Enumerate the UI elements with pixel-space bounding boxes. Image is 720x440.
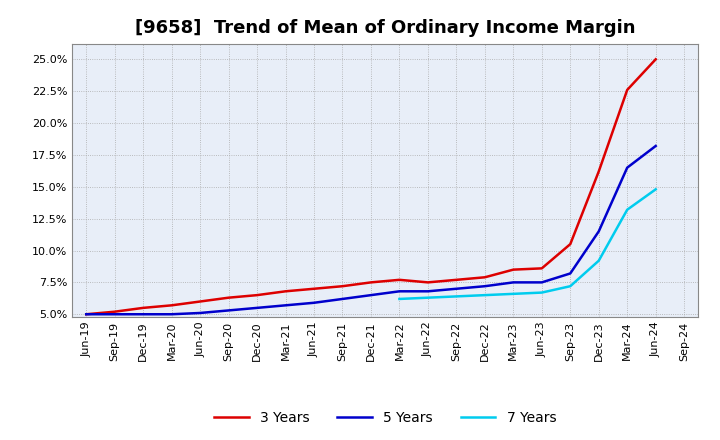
5 Years: [366, 293, 375, 298]
5 Years: [282, 303, 290, 308]
7 Years: [395, 296, 404, 301]
3 Years: [282, 289, 290, 294]
3 Years: [310, 286, 318, 291]
Line: 5 Years: 5 Years: [86, 146, 656, 314]
5 Years: [395, 289, 404, 294]
3 Years: [395, 277, 404, 282]
7 Years: [509, 291, 518, 297]
5 Years: [509, 280, 518, 285]
5 Years: [566, 271, 575, 276]
7 Years: [452, 294, 461, 299]
Legend: 3 Years, 5 Years, 7 Years: 3 Years, 5 Years, 7 Years: [209, 406, 562, 431]
5 Years: [225, 308, 233, 313]
5 Years: [652, 143, 660, 149]
3 Years: [253, 293, 261, 298]
5 Years: [452, 286, 461, 291]
5 Years: [167, 312, 176, 317]
Line: 3 Years: 3 Years: [86, 59, 656, 314]
3 Years: [623, 87, 631, 92]
7 Years: [423, 295, 432, 301]
3 Years: [82, 312, 91, 317]
5 Years: [196, 310, 204, 315]
5 Years: [595, 229, 603, 234]
5 Years: [82, 312, 91, 317]
3 Years: [509, 267, 518, 272]
7 Years: [595, 258, 603, 264]
3 Years: [225, 295, 233, 301]
5 Years: [139, 312, 148, 317]
7 Years: [652, 187, 660, 192]
5 Years: [253, 305, 261, 311]
Line: 7 Years: 7 Years: [400, 189, 656, 299]
5 Years: [537, 280, 546, 285]
3 Years: [139, 305, 148, 311]
3 Years: [423, 280, 432, 285]
7 Years: [537, 290, 546, 295]
5 Years: [623, 165, 631, 170]
5 Years: [423, 289, 432, 294]
5 Years: [310, 300, 318, 305]
3 Years: [366, 280, 375, 285]
3 Years: [196, 299, 204, 304]
3 Years: [537, 266, 546, 271]
3 Years: [338, 283, 347, 289]
5 Years: [110, 312, 119, 317]
5 Years: [338, 296, 347, 301]
3 Years: [452, 277, 461, 282]
3 Years: [480, 275, 489, 280]
3 Years: [652, 57, 660, 62]
7 Years: [566, 283, 575, 289]
7 Years: [480, 293, 489, 298]
5 Years: [480, 283, 489, 289]
7 Years: [623, 207, 631, 213]
3 Years: [595, 169, 603, 174]
3 Years: [566, 242, 575, 247]
3 Years: [110, 309, 119, 314]
3 Years: [167, 303, 176, 308]
Title: [9658]  Trend of Mean of Ordinary Income Margin: [9658] Trend of Mean of Ordinary Income …: [135, 19, 636, 37]
